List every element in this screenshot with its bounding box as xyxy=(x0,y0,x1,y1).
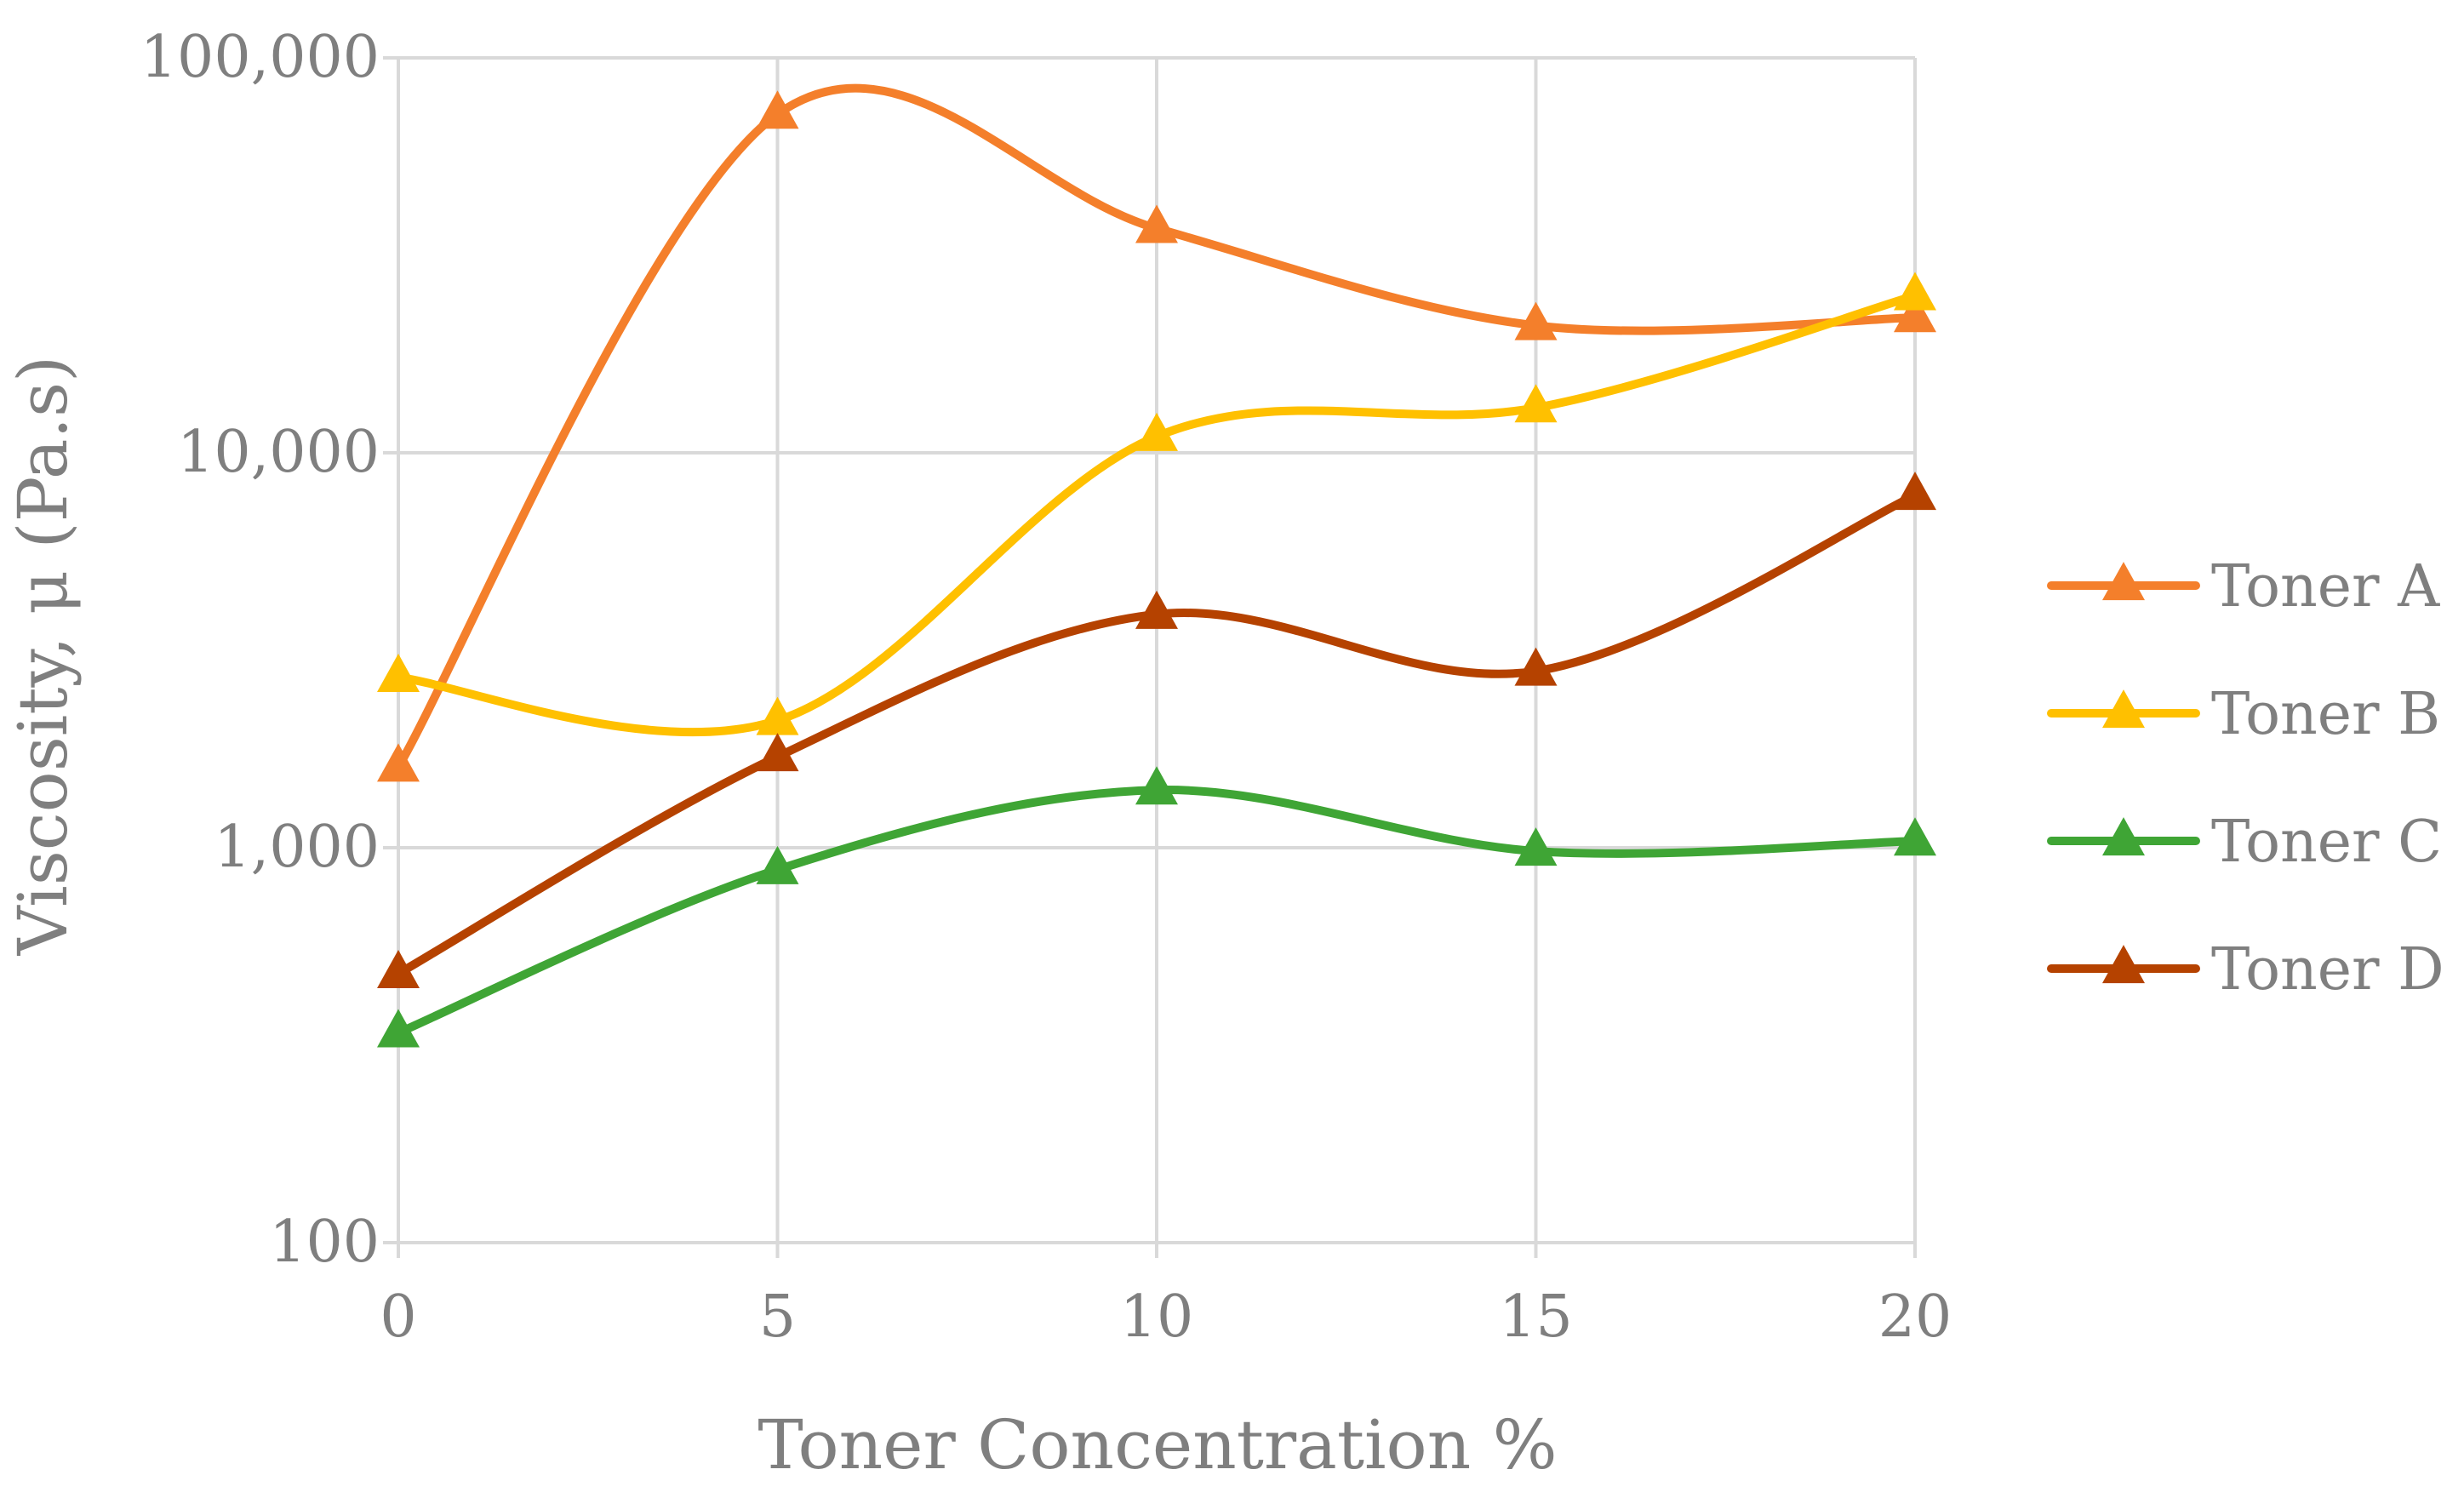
data-point-marker xyxy=(377,1009,420,1048)
data-point-marker xyxy=(1135,590,1178,629)
x-tick-label: 0 xyxy=(380,1284,416,1351)
legend-item: Toner D xyxy=(2047,936,2444,1003)
data-point-marker xyxy=(1894,294,1936,333)
data-point-marker xyxy=(377,653,420,692)
data-point-marker xyxy=(1894,817,1936,856)
y-axis-title: Viscosity, μ (Pa.s) xyxy=(3,356,83,956)
series-toner-c xyxy=(377,766,1936,1048)
data-point-marker xyxy=(377,950,420,989)
legend-item: Toner A xyxy=(2047,553,2440,620)
legend-label: Toner A xyxy=(2211,553,2440,620)
data-point-marker xyxy=(1514,301,1558,340)
legend-label: Toner C xyxy=(2211,809,2442,876)
series-toner-d xyxy=(377,472,1936,989)
y-tick-label: 10,000 xyxy=(177,419,380,486)
x-axis-title: Toner Concentration % xyxy=(757,1405,1557,1484)
legend: Toner A Toner B Toner C Toner D xyxy=(2047,553,2444,1003)
data-point-marker xyxy=(377,743,420,782)
data-point-marker xyxy=(1135,766,1178,805)
data-point-marker xyxy=(1135,412,1178,451)
data-point-marker xyxy=(756,90,799,129)
data-point-marker xyxy=(756,696,799,735)
legend-item: Toner C xyxy=(2047,809,2442,876)
data-point-marker xyxy=(756,845,799,884)
x-tick-label: 20 xyxy=(1878,1284,1952,1351)
legend-item: Toner B xyxy=(2047,681,2440,748)
legend-swatch-marker xyxy=(2102,562,2145,601)
x-tick-label: 5 xyxy=(759,1284,796,1351)
legend-swatch-marker xyxy=(2102,945,2145,984)
series-line xyxy=(394,83,1919,772)
series-toner-a xyxy=(377,83,1936,782)
legend-swatch-marker xyxy=(2102,689,2145,729)
data-point-marker xyxy=(756,733,799,772)
legend-label: Toner D xyxy=(2211,936,2444,1003)
y-tick-label: 100 xyxy=(269,1209,380,1276)
data-point-marker xyxy=(1894,272,1936,311)
data-point-marker xyxy=(1514,647,1558,686)
x-tick-label: 15 xyxy=(1499,1284,1573,1351)
y-tick-label: 1,000 xyxy=(214,814,380,881)
data-point-marker xyxy=(1894,472,1936,511)
y-tick-label: 100,000 xyxy=(140,24,380,91)
data-point-marker xyxy=(1514,384,1558,423)
series-group xyxy=(377,83,1936,1048)
x-tick-label: 10 xyxy=(1120,1284,1194,1351)
data-point-marker xyxy=(1514,827,1558,866)
axes: 100 1,000 10,000 100,000 0 5 10 15 20 xyxy=(140,24,1952,1351)
legend-label: Toner B xyxy=(2211,681,2440,748)
series-toner-b xyxy=(377,272,1936,737)
data-point-marker xyxy=(1135,204,1178,243)
legend-swatch-marker xyxy=(2102,817,2145,856)
